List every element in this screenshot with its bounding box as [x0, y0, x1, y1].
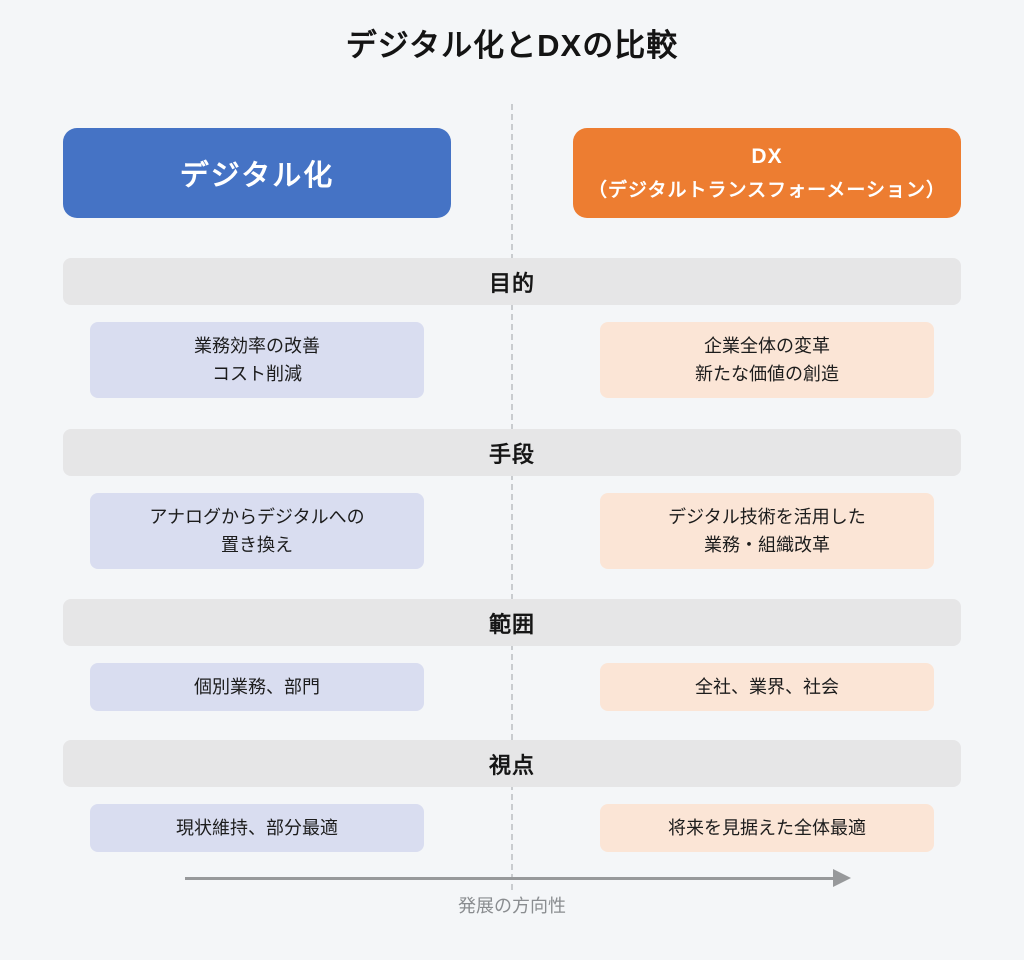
page-title: デジタル化とDXの比較: [345, 28, 679, 63]
cell-dx-means: デジタル技術を活用した 業務・組織改革: [600, 493, 934, 569]
section-header-scope-label: 範囲: [488, 611, 535, 637]
digitalization-header-label: デジタル化: [179, 160, 335, 192]
row-means: アナログからデジタルへの 置き換え デジタル技術を活用した 業務・組織改革: [63, 493, 961, 569]
digitalization-header: デジタル化: [63, 128, 451, 218]
cell-digitalization-scope: 個別業務、部門: [90, 663, 424, 711]
direction-arrow-shaft: [185, 876, 833, 880]
section-header-perspective: 視点: [63, 740, 961, 787]
axis-label: 発展の方向性: [458, 896, 566, 916]
direction-arrow-head-icon: [833, 869, 851, 887]
section-header-purpose-label: 目的: [488, 270, 535, 296]
cell-digitalization-perspective: 現状維持、部分最適: [90, 804, 424, 852]
cell-digitalization-purpose: 業務効率の改善 コスト削減: [90, 322, 424, 398]
section-header-means: 手段: [63, 429, 961, 476]
direction-arrow: [185, 869, 851, 887]
cell-dx-scope: 全社、業界、社会: [600, 663, 934, 711]
cell-dx-purpose: 企業全体の変革 新たな価値の創造: [600, 322, 934, 398]
dx-header-sublabel: （デジタルトランスフォーメーション）: [587, 179, 947, 201]
row-perspective: 現状維持、部分最適 将来を見据えた全体最適: [63, 804, 961, 852]
section-header-means-label: 手段: [488, 441, 535, 467]
section-header-scope: 範囲: [63, 599, 961, 646]
dx-header-label: DX: [751, 144, 783, 168]
section-header-perspective-label: 視点: [488, 752, 535, 778]
center-dashed-line: [511, 104, 513, 890]
cell-digitalization-means: アナログからデジタルへの 置き換え: [90, 493, 424, 569]
row-scope: 個別業務、部門 全社、業界、社会: [63, 663, 961, 711]
column-headers: デジタル化 DX （デジタルトランスフォーメーション）: [63, 128, 961, 218]
section-header-purpose: 目的: [63, 258, 961, 305]
dx-header: DX （デジタルトランスフォーメーション）: [573, 128, 961, 218]
cell-dx-perspective: 将来を見据えた全体最適: [600, 804, 934, 852]
diagram-content: デジタル化とDXの比較 デジタル化 DX （デジタルトランスフォーメーション） …: [63, 28, 961, 852]
row-purpose: 業務効率の改善 コスト削減 企業全体の変革 新たな価値の創造: [63, 322, 961, 398]
